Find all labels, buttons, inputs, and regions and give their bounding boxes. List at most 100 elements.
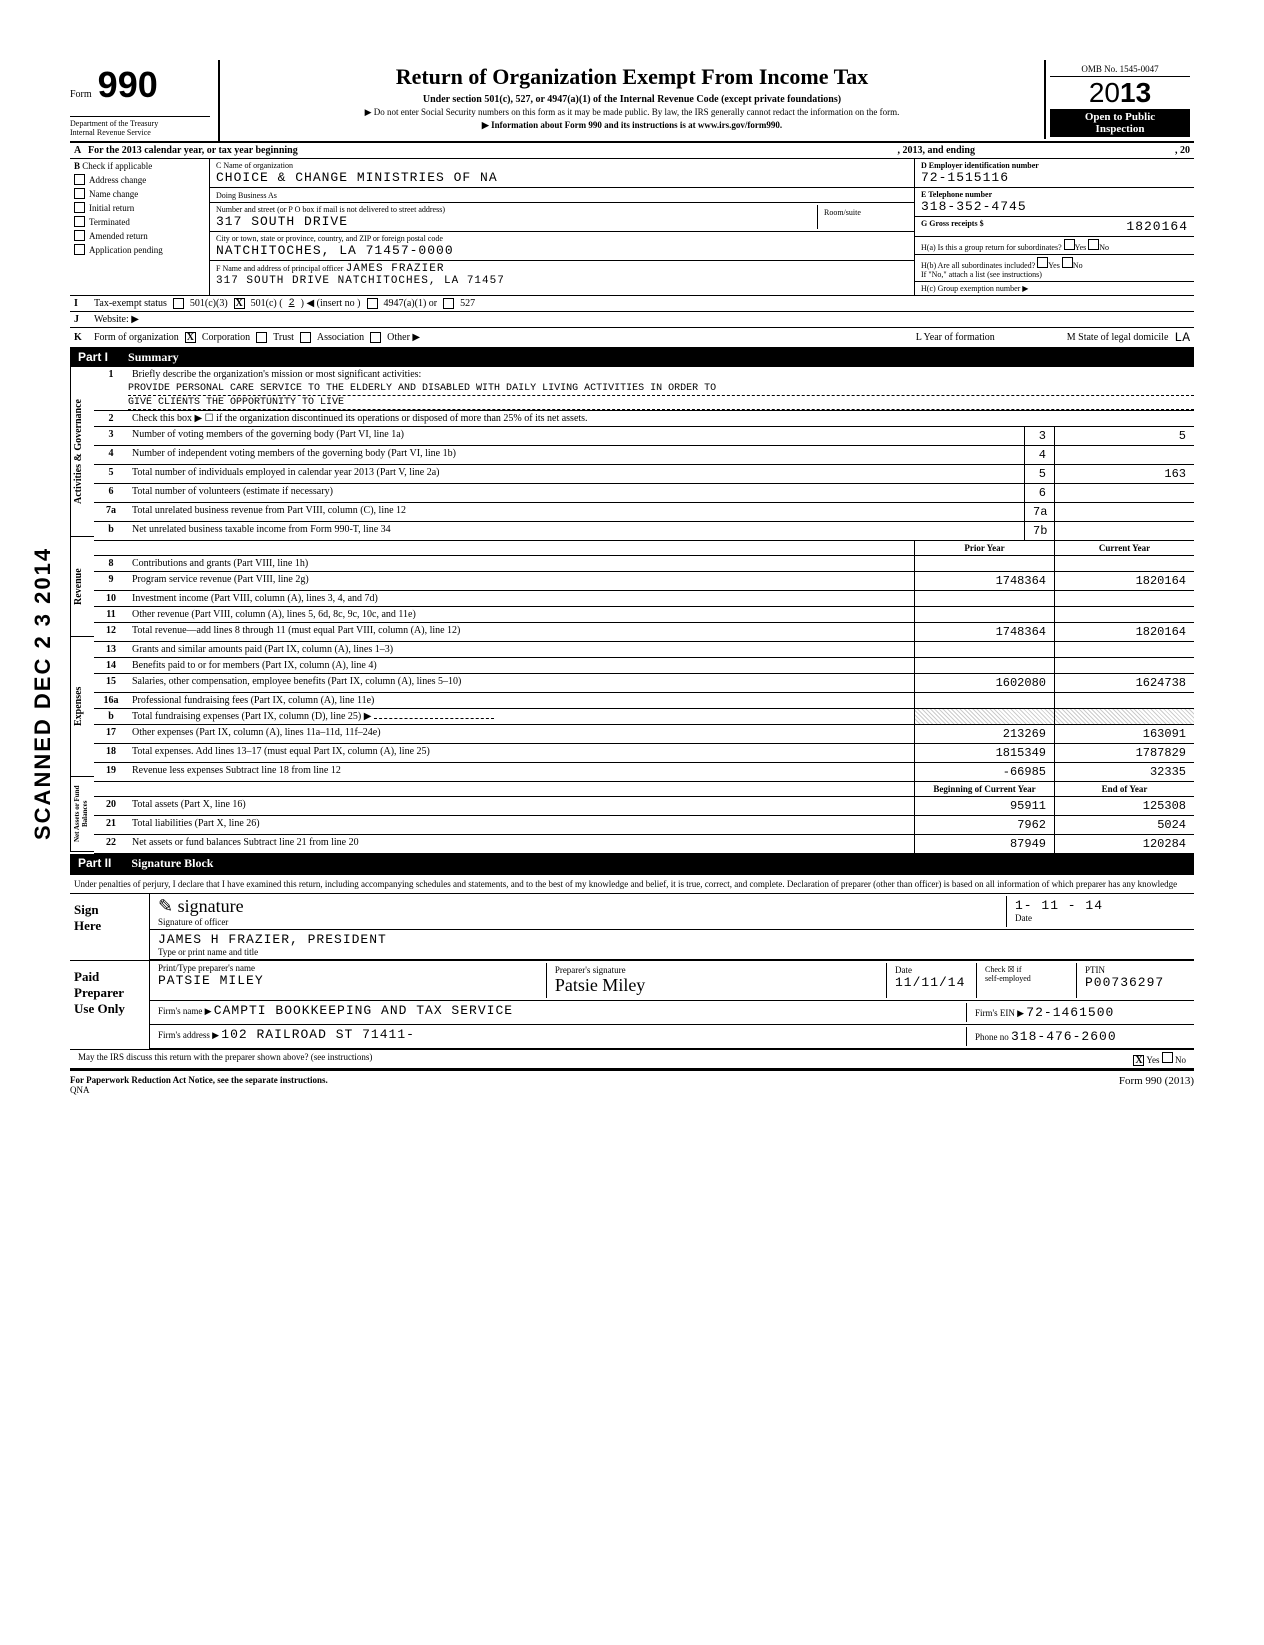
main-title: Return of Organization Exempt From Incom…	[230, 64, 1034, 90]
sig-of-officer-label: Signature of officer	[158, 917, 1006, 927]
hb-label: H(b) Are all subordinates included?	[921, 261, 1035, 270]
firm-ein-label: Firm's EIN ▶	[975, 1008, 1024, 1018]
checkbox-amended[interactable]	[74, 230, 85, 241]
col-c: C Name of organization CHOICE & CHANGE M…	[210, 159, 914, 295]
line-a-text3: , 20	[1175, 145, 1190, 156]
officer-signature: ✎ signature	[158, 896, 1006, 917]
domicile-label: M State of legal domicile	[1067, 332, 1169, 343]
hdr-current: Current Year	[1054, 541, 1194, 555]
prep-signature: Patsie Miley	[555, 975, 878, 996]
hb2-text: If "No," attach a list (see instructions…	[921, 270, 1188, 279]
dept-treasury: Department of the Treasury	[70, 119, 210, 128]
qna: QNA	[70, 1085, 328, 1095]
checkbox-527[interactable]	[443, 298, 454, 309]
gross-label: G Gross receipts $	[921, 219, 984, 234]
ein-value: 72-1515116	[921, 170, 1188, 185]
mission-prompt: Briefly describe the organization's miss…	[128, 367, 1194, 382]
hdr-prior: Prior Year	[914, 541, 1054, 555]
open-public-2: Inspection	[1050, 123, 1190, 135]
street-label: Number and street (or P O box if mail is…	[216, 205, 817, 214]
checkbox-hb-yes[interactable]	[1037, 257, 1048, 268]
chk-label: Amended return	[89, 231, 148, 241]
ptin-label: PTIN	[1085, 965, 1178, 975]
here-label: Here	[74, 918, 145, 934]
checkbox-4947[interactable]	[367, 298, 378, 309]
mission-line-1: PROVIDE PERSONAL CARE SERVICE TO THE ELD…	[128, 382, 1194, 396]
line-a: A For the 2013 calendar year, or tax yea…	[70, 143, 1194, 159]
may-discuss: May the IRS discuss this return with the…	[78, 1052, 372, 1066]
firm-name: CAMPTI BOOKKEEPING AND TAX SERVICE	[214, 1003, 513, 1018]
scanned-stamp: SCANNED DEC 2 3 2014	[30, 547, 56, 840]
preparer-label: Preparer	[74, 985, 145, 1001]
ein-label: D Employer identification number	[921, 161, 1188, 170]
paperwork-notice: For Paperwork Reduction Act Notice, see …	[70, 1075, 328, 1085]
checkbox-hb-no[interactable]	[1062, 257, 1073, 268]
line-a-text2: , 2013, and ending	[897, 145, 975, 156]
sig-declaration: Under penalties of perjury, I declare th…	[70, 875, 1194, 893]
hdr-end: End of Year	[1054, 782, 1194, 796]
city-label: City or town, state or province, country…	[216, 234, 908, 243]
prep-date: 11/11/14	[895, 975, 968, 990]
ptin-value: P00736297	[1085, 975, 1178, 990]
year-formation-label: L Year of formation	[916, 332, 995, 343]
line-j: J Website: ▶	[70, 312, 1194, 328]
form-header: Form 990 Department of the Treasury Inte…	[70, 60, 1194, 143]
self-emp-label: self-employed	[985, 974, 1068, 983]
checkbox-address-change[interactable]	[74, 174, 85, 185]
checkbox-assoc[interactable]	[300, 332, 311, 343]
instr-1: ▶ Do not enter Social Security numbers o…	[230, 107, 1034, 118]
open-public-1: Open to Public	[1050, 111, 1190, 123]
officer-name: JAMES FRAZIER	[346, 263, 445, 275]
hdr-begin: Beginning of Current Year	[914, 782, 1054, 796]
chk-label: Terminated	[89, 217, 130, 227]
checkbox-ha-yes[interactable]	[1064, 239, 1075, 250]
checkbox-corp[interactable]	[185, 332, 196, 343]
domicile-value: LA	[1174, 330, 1190, 345]
checkbox-app-pending[interactable]	[74, 244, 85, 255]
line-a-text1: For the 2013 calendar year, or tax year …	[88, 145, 298, 156]
officer-addr: 317 SOUTH DRIVE NATCHITOCHES, LA 71457	[216, 275, 908, 287]
sig-date: 1- 11 - 14	[1015, 898, 1178, 913]
line-5-val: 163	[1054, 465, 1194, 483]
room-label: Room/suite	[824, 208, 861, 217]
name-title-label: Type or print name and title	[158, 947, 1186, 957]
col-d: D Employer identification number 72-1515…	[914, 159, 1194, 295]
chk-label: Address change	[89, 175, 146, 185]
ha-label: H(a) Is this a group return for subordin…	[921, 243, 1062, 252]
instr-2: ▶ Information about Form 990 and its ins…	[230, 120, 1034, 131]
checkbox-501c3[interactable]	[173, 298, 184, 309]
dba-label: Doing Business As	[216, 191, 277, 200]
prep-sig-label: Preparer's signature	[555, 965, 878, 975]
officer-typed-name: JAMES H FRAZIER, PRESIDENT	[158, 932, 1186, 947]
checkbox-ha-no[interactable]	[1088, 239, 1099, 250]
checkbox-initial-return[interactable]	[74, 202, 85, 213]
firm-name-label: Firm's name ▶	[158, 1006, 212, 1016]
checkbox-discuss-no[interactable]	[1162, 1052, 1173, 1063]
checkbox-discuss-yes[interactable]	[1133, 1055, 1144, 1066]
sig-date-label: Date	[1015, 913, 1178, 923]
chk-label: Name change	[89, 189, 138, 199]
line-k: K Form of organization Corporation Trust…	[70, 328, 1194, 348]
checkbox-other[interactable]	[370, 332, 381, 343]
checkbox-501c[interactable]	[234, 298, 245, 309]
org-name: CHOICE & CHANGE MINISTRIES OF NA	[216, 170, 908, 185]
street-value: 317 SOUTH DRIVE	[216, 214, 817, 229]
signature-block: Under penalties of perjury, I declare th…	[70, 873, 1194, 1069]
side-revenue: Revenue	[70, 537, 94, 637]
line-2: Check this box ▶ ☐ if the organization d…	[128, 411, 1194, 426]
city-value: NATCHITOCHES, LA 71457-0000	[216, 243, 908, 258]
chk-label: Initial return	[89, 203, 134, 213]
checkbox-terminated[interactable]	[74, 216, 85, 227]
side-netassets: Net Assets or Fund Balances	[70, 777, 94, 852]
tax-year: 20201313	[1050, 77, 1190, 109]
checkbox-name-change[interactable]	[74, 188, 85, 199]
gross-value: 1820164	[1126, 219, 1188, 234]
officer-label: F Name and address of principal officer	[216, 264, 343, 273]
line-3-val: 5	[1054, 427, 1194, 445]
mission-line-2: GIVE CLIENTS THE OPPORTUNITY TO LIVE	[128, 396, 1194, 410]
firm-phone-label: Phone no	[975, 1032, 1009, 1042]
firm-phone: 318-476-2600	[1011, 1029, 1117, 1044]
checkbox-trust[interactable]	[256, 332, 267, 343]
omb-number: OMB No. 1545-0047	[1050, 62, 1190, 77]
side-expenses: Expenses	[70, 637, 94, 777]
